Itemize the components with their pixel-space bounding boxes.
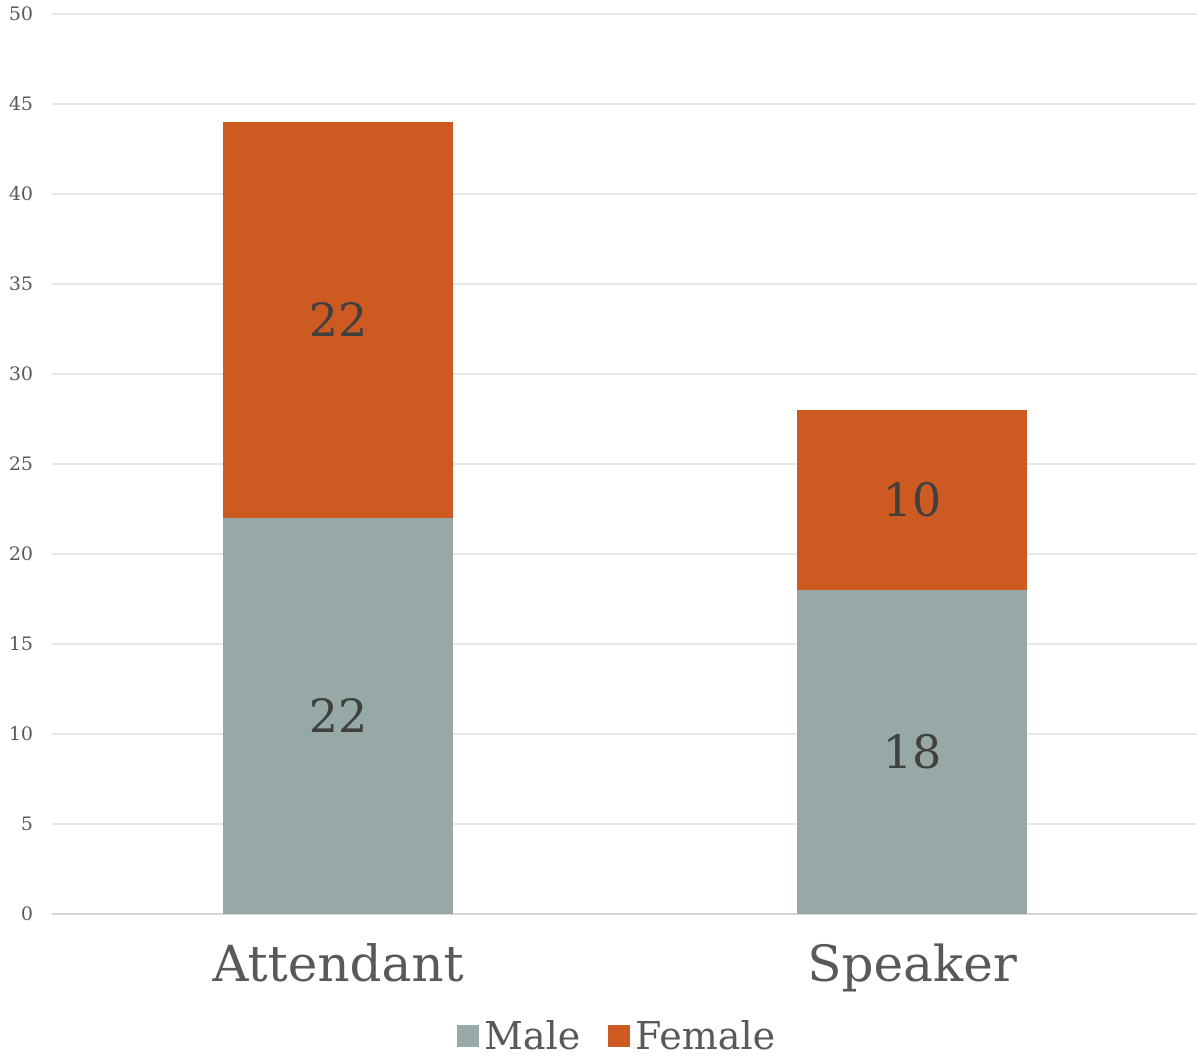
y-tick-label: 35	[9, 273, 33, 295]
y-tick-label: 45	[9, 93, 33, 115]
x-tick-label: Speaker	[807, 935, 1017, 993]
x-tick-label: Attendant	[211, 935, 463, 993]
bar-male-attendant	[223, 518, 453, 914]
bar-female-attendant	[223, 122, 453, 518]
y-tick-label: 0	[21, 903, 33, 925]
data-label: 22	[309, 293, 368, 347]
y-tick-label: 40	[9, 183, 33, 205]
y-tick-label: 15	[9, 633, 33, 655]
data-label: 10	[883, 473, 942, 527]
y-tick-label: 50	[9, 3, 33, 25]
y-tick-label: 25	[9, 453, 33, 475]
y-tick-label: 5	[21, 813, 33, 835]
bar-male-speaker	[797, 590, 1027, 914]
legend-swatch-male	[457, 1025, 479, 1047]
legend-swatch-female	[608, 1025, 630, 1047]
x-axis: Attendant Speaker	[211, 935, 1016, 993]
legend: Male Female	[457, 1014, 775, 1057]
data-label: 18	[883, 725, 942, 779]
legend-label-female: Female	[635, 1014, 775, 1057]
y-tick-label: 30	[9, 363, 33, 385]
data-label: 22	[309, 689, 368, 743]
y-tick-label: 20	[9, 543, 33, 565]
y-tick-label: 10	[9, 723, 33, 745]
bars: 22 22 18 10	[223, 122, 1027, 914]
legend-label-male: Male	[484, 1014, 580, 1057]
y-axis: 0 5 10 15 20 25 30 35 40 45 50	[9, 3, 33, 925]
bar-female-speaker	[797, 410, 1027, 590]
